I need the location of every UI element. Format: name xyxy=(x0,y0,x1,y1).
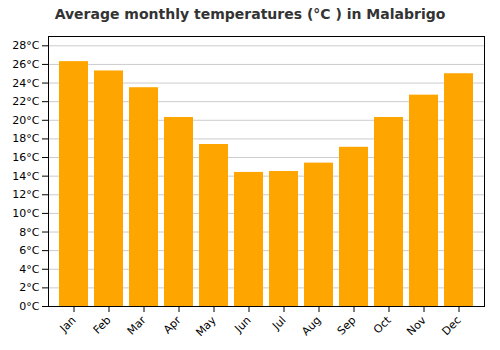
svg-text:12°C: 12°C xyxy=(12,188,39,201)
svg-text:May: May xyxy=(193,313,219,339)
svg-text:20°C: 20°C xyxy=(12,114,39,127)
svg-text:4°C: 4°C xyxy=(19,263,39,276)
svg-text:2°C: 2°C xyxy=(19,281,39,294)
svg-text:Jan: Jan xyxy=(57,314,79,336)
svg-text:Mar: Mar xyxy=(125,313,149,337)
svg-text:Dec: Dec xyxy=(439,314,463,338)
svg-text:Feb: Feb xyxy=(91,314,114,337)
svg-text:10°C: 10°C xyxy=(12,207,39,220)
svg-text:Apr: Apr xyxy=(161,313,184,336)
svg-text:22°C: 22°C xyxy=(12,95,39,108)
svg-text:Jul: Jul xyxy=(269,314,288,333)
svg-text:28°C: 28°C xyxy=(12,39,39,52)
svg-text:Oct: Oct xyxy=(371,313,394,336)
svg-text:24°C: 24°C xyxy=(12,77,39,90)
svg-text:Aug: Aug xyxy=(299,314,323,338)
svg-text:8°C: 8°C xyxy=(19,226,39,239)
svg-text:0°C: 0°C xyxy=(19,300,39,313)
svg-text:18°C: 18°C xyxy=(12,132,39,145)
svg-text:6°C: 6°C xyxy=(19,244,39,257)
html-text:Average monthly temperatures (: Average monthly temperatures (°C ) in Ma… xyxy=(54,6,446,22)
svg-text:Sep: Sep xyxy=(335,314,359,338)
svg-text:26°C: 26°C xyxy=(12,58,39,71)
svg-text:16°C: 16°C xyxy=(12,151,39,164)
svg-text:Jun: Jun xyxy=(232,314,254,336)
svg-text:Nov: Nov xyxy=(404,313,429,338)
svg-text:14°C: 14°C xyxy=(12,170,39,183)
